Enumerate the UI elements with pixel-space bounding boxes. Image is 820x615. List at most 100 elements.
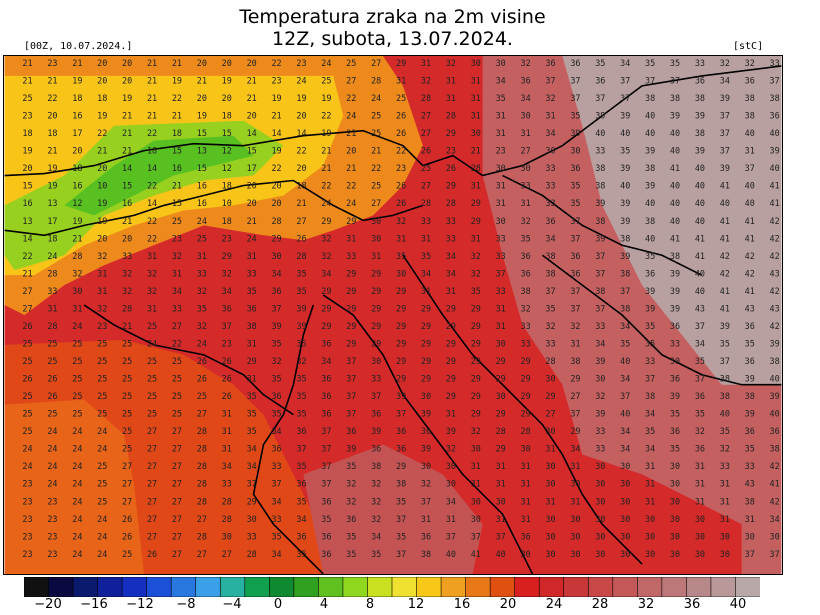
temperature-value: 37 [545,286,555,296]
temperature-value: 40 [770,128,780,138]
temperature-value: 30 [545,146,555,156]
temperature-value: 25 [122,549,132,559]
temperature-value: 39 [620,198,630,208]
temperature-value: 36 [321,374,331,384]
temperature-value: 24 [72,514,82,524]
temperature-value: 37 [620,93,630,103]
temperature-value: 31 [496,461,506,471]
temperature-value: 34 [222,461,232,471]
temperature-value: 20 [247,198,257,208]
temperature-value: 30 [271,251,281,261]
temperature-value: 25 [97,479,107,489]
temperature-value: 19 [197,111,207,121]
temperature-value: 33 [172,303,182,313]
temperature-value: 23 [97,321,107,331]
temperature-value: 42 [720,268,730,278]
colorbar-swatch [391,577,418,597]
temperature-value: 33 [371,374,381,384]
temperature-value: 34 [371,531,381,541]
temperature-value: 34 [446,268,456,278]
temperature-value: 40 [670,198,680,208]
temperature-value: 37 [645,75,655,85]
temperature-value: 36 [521,268,531,278]
temperature-value: 31 [496,111,506,121]
temperature-value: 31 [172,268,182,278]
temperature-value: 35 [321,514,331,524]
temperature-value: 35 [421,251,431,261]
temperature-value: 27 [172,514,182,524]
temperature-value: 25 [97,374,107,384]
temperature-value: 27 [147,514,157,524]
temperature-value: 36 [670,321,680,331]
temperature-value: 29 [545,391,555,401]
temperature-value: 21 [72,58,82,68]
temperature-value: 26 [47,374,57,384]
temperature-value: 31 [471,111,481,121]
temperature-value: 27 [147,479,157,489]
temperature-value: 29 [321,286,331,296]
temperature-value: 37 [271,303,281,313]
temperature-value: 24 [72,321,82,331]
temperature-value: 37 [321,426,331,436]
temperature-value: 32 [471,268,481,278]
temperature-value: 31 [222,444,232,454]
temperature-value: 35 [670,409,680,419]
temperature-value: 41 [720,286,730,296]
temperature-value: 25 [47,338,57,348]
temperature-value: 40 [645,233,655,243]
temperature-value: 38 [521,286,531,296]
temperature-value: 36 [296,479,306,489]
temperature-value: 25 [72,409,82,419]
temperature-value: 33 [446,233,456,243]
temperature-value: 26 [122,531,132,541]
temperature-value: 35 [521,233,531,243]
temperature-value: 14 [147,198,157,208]
temperature-value: 31 [745,514,755,524]
temperature-value: 43 [770,303,780,313]
temperature-value: 35 [247,286,257,296]
temperature-value: 40 [595,128,605,138]
temperature-value: 35 [745,338,755,348]
temperature-value: 21 [122,146,132,156]
temperature-value: 19 [271,93,281,103]
temperature-value: 32 [471,251,481,261]
temperature-value: 38 [570,356,580,366]
temperature-value: 30 [645,514,655,524]
temperature-value: 35 [197,303,207,313]
temperature-value: 16 [172,163,182,173]
temperature-value: 24 [47,479,57,489]
temperature-value: 39 [446,426,456,436]
temperature-value: 38 [396,479,406,489]
temperature-value: 39 [695,111,705,121]
temperature-value: 29 [570,426,580,436]
temperature-value: 39 [595,356,605,366]
temperature-value: 37 [670,75,680,85]
temperature-value: 37 [595,251,605,261]
temperature-value: 31 [471,233,481,243]
temperature-value: 29 [446,356,456,366]
temperature-value: 40 [620,128,630,138]
temperature-value: 35 [296,549,306,559]
temperature-value: 37 [421,496,431,506]
temperature-value: 13 [47,198,57,208]
temperature-value: 36 [770,111,780,121]
temperature-value: 30 [521,549,531,559]
temperature-value: 29 [247,496,257,506]
temperature-value: 30 [471,496,481,506]
temperature-value: 35 [396,531,406,541]
temperature-value: 30 [570,514,580,524]
temperature-value: 36 [595,75,605,85]
temperature-value: 38 [695,93,705,103]
temperature-value: 33 [545,181,555,191]
temperature-value: 29 [396,356,406,366]
temperature-value: 18 [172,128,182,138]
temperature-value: 24 [97,444,107,454]
colorbar-swatch [735,577,760,597]
temperature-value: 30 [545,374,555,384]
temperature-value: 32 [720,444,730,454]
temperature-value: 37 [346,391,356,401]
temperature-value: 32 [371,479,381,489]
temperature-value: 21 [321,163,331,173]
temperature-value: 29 [471,391,481,401]
colorbar-swatch [416,577,442,597]
